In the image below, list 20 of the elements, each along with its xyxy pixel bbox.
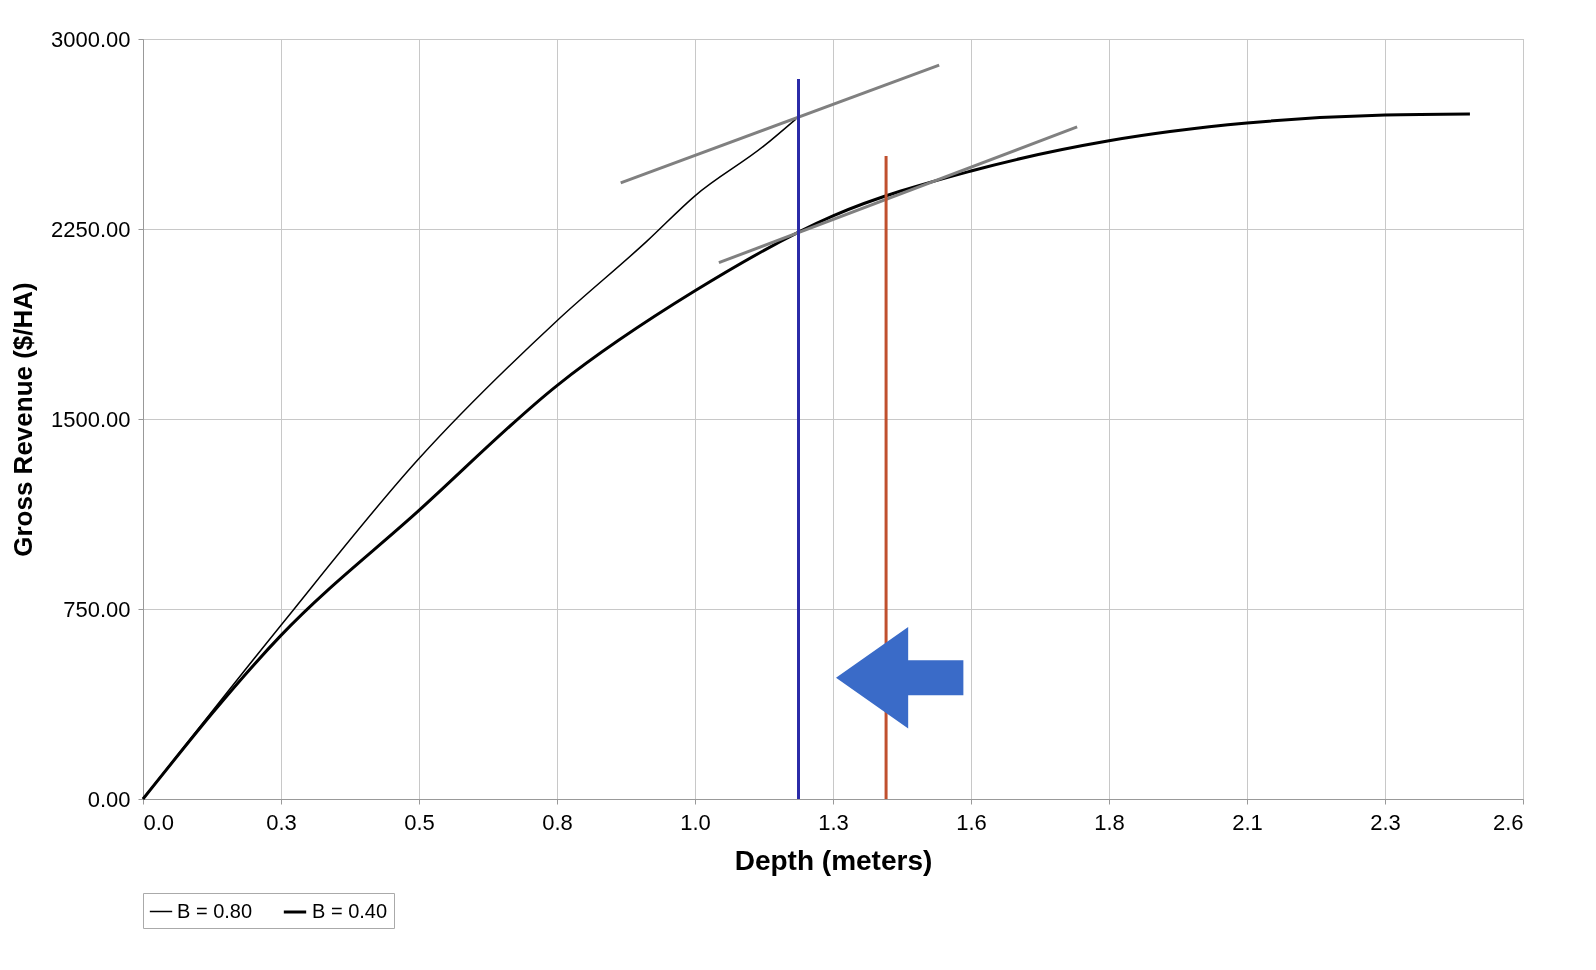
x-tick-label: 0.3 (266, 809, 297, 835)
x-tick-label: 1.0 (680, 809, 711, 835)
x-tick-label: 2.1 (1232, 809, 1263, 835)
x-tick-label: 1.3 (818, 809, 849, 835)
y-tick-label: 2250.00 (50, 216, 131, 242)
x-tick-label: 0.5 (404, 809, 435, 835)
x-tick-label: 2.6 (1492, 809, 1524, 835)
legend-label: B = 0.40 (312, 900, 388, 922)
x-tick-label: 0.8 (542, 809, 573, 835)
x-tick-label: 0.0 (143, 809, 175, 835)
y-tick-label: 1500.00 (50, 406, 131, 432)
y-tick-label: 750.00 (63, 596, 131, 622)
y-axis-title: Gross Revenue ($/HA) (7, 282, 38, 557)
x-tick-label: 2.3 (1370, 809, 1401, 835)
y-tick-label: 3000.00 (50, 26, 131, 52)
legend-label: B = 0.80 (177, 899, 253, 922)
y-tick-label: 0.00 (87, 786, 131, 812)
x-axis-title: Depth (meters) (734, 844, 933, 876)
x-tick-label: 1.8 (1094, 809, 1125, 835)
x-tick-label: 1.6 (956, 809, 987, 835)
